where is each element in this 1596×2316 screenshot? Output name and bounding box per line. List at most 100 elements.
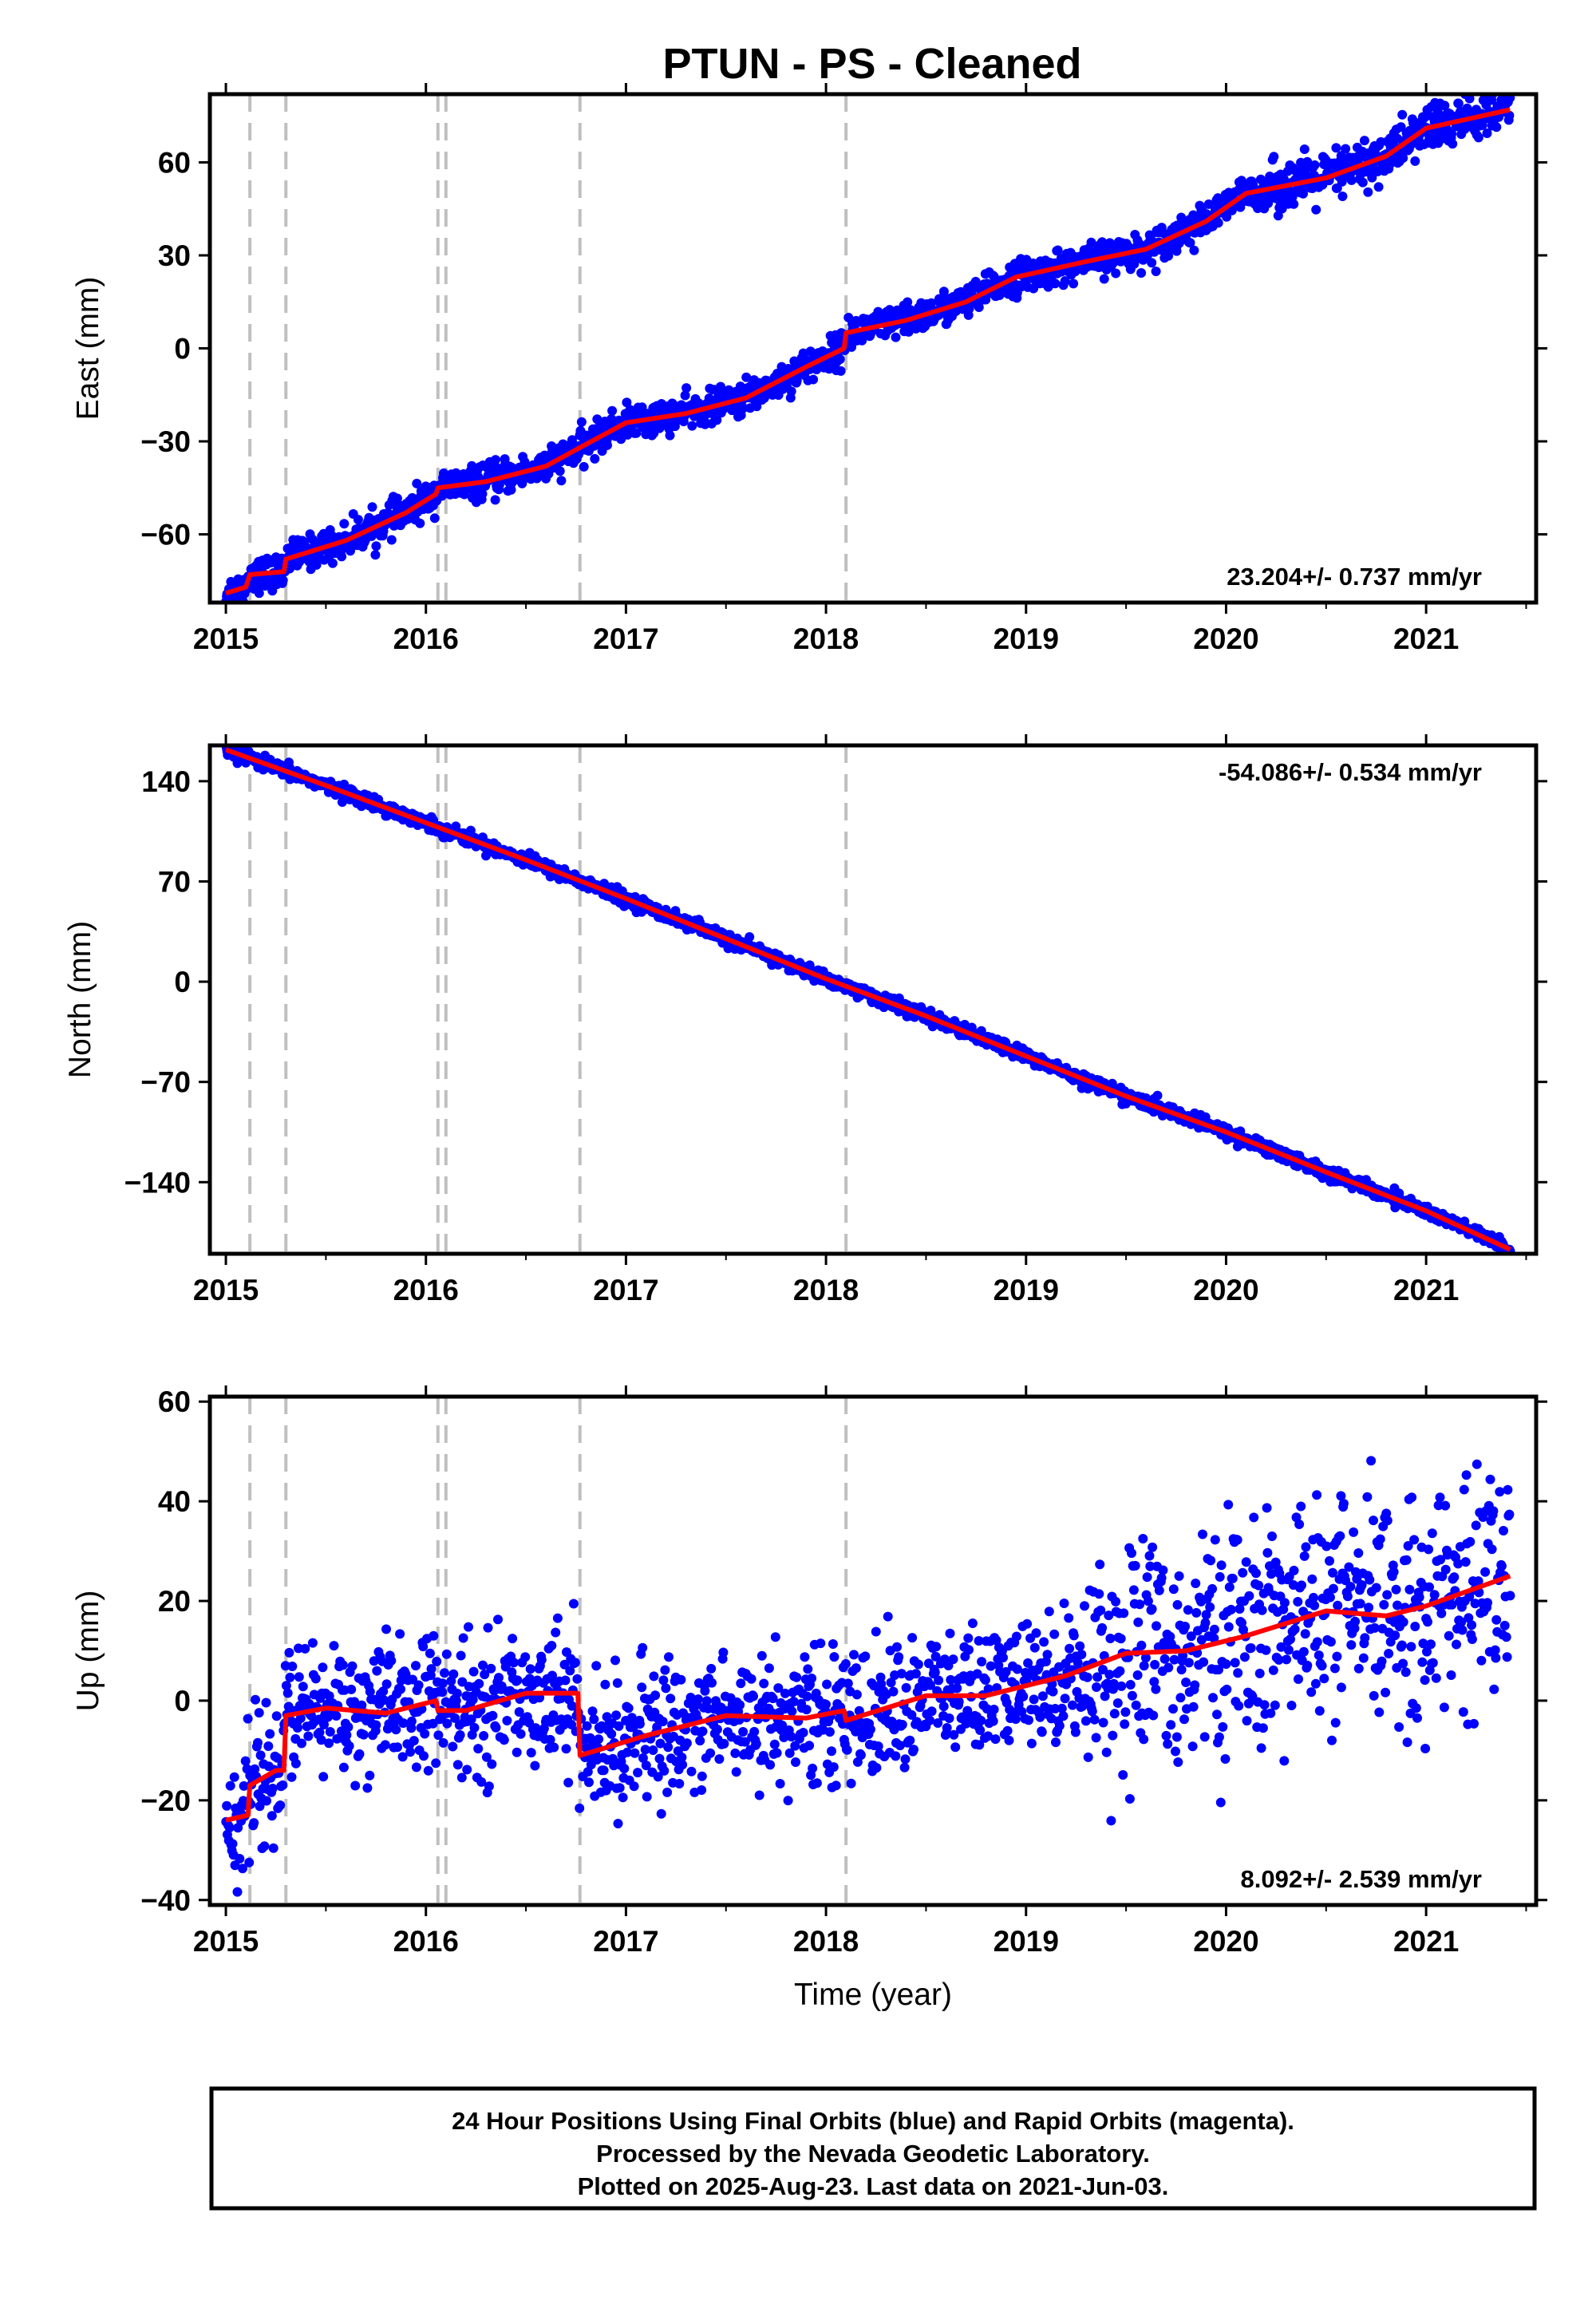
data-point [1367,172,1377,183]
data-point [567,1719,577,1729]
data-point [1185,238,1195,248]
data-point [775,1779,785,1788]
chart-title: PTUN - PS - Cleaned [662,40,1081,88]
data-point [530,1761,540,1771]
data-point [812,1778,822,1788]
data-point [584,1777,594,1788]
data-point [512,1675,523,1686]
data-point [1337,192,1348,201]
data-point [506,484,516,495]
data-point [357,1700,367,1710]
data-point [425,1648,435,1658]
data-point [749,1691,758,1701]
y-tick-label: −30 [140,425,191,458]
data-point [1373,182,1384,192]
data-point [488,1710,498,1721]
x-tick-label: 2017 [593,622,658,655]
data-point [701,1696,712,1706]
data-point [746,1674,757,1684]
data-point [638,1753,648,1763]
data-point [1298,188,1308,199]
data-point [1279,174,1289,184]
data-point [583,1767,593,1777]
data-point [802,1691,812,1701]
data-point [547,1670,557,1681]
data-point [1147,258,1157,268]
data-point [619,1764,630,1773]
data-point [824,1727,835,1737]
data-point [285,1672,295,1682]
data-point [871,1626,881,1637]
data-point [1482,128,1492,138]
data-point [1341,144,1351,154]
data-point [325,1727,335,1737]
data-point [1385,160,1395,170]
data-point [938,287,949,297]
data-point [350,1697,360,1707]
data-point [411,1661,421,1671]
data-point [433,1730,444,1741]
data-point [687,421,697,431]
data-point [318,1662,328,1673]
data-point [420,1729,430,1739]
data-point [582,1721,592,1731]
data-point [611,1710,622,1721]
data-point [654,1753,665,1764]
data-point [686,1766,697,1777]
data-point [656,1808,666,1819]
data-point [560,1675,571,1686]
data-point [413,1680,424,1690]
data-point [222,1800,232,1811]
x-tick-label: 2016 [393,1274,459,1306]
y-axis-label: North (mm) [63,921,97,1078]
data-point [772,1748,782,1758]
data-point [808,374,819,385]
data-point [676,1674,686,1685]
data-point [741,372,752,382]
x-axis: 2015 2016 2017 2018 2019 2020 2021 [193,734,1527,1306]
data-point [396,1684,405,1694]
data-point [491,1722,501,1733]
data-point [765,1760,776,1770]
data-point [664,1652,674,1662]
data-point [613,1819,623,1828]
data-point [370,550,381,560]
data-point [476,1777,487,1787]
data-point [468,1666,479,1677]
data-point [773,1683,784,1694]
data-point [860,1651,871,1662]
data-point [759,1678,769,1689]
data-point [391,1725,401,1735]
data-point [629,1781,639,1792]
data-point [1050,279,1061,289]
data-point [1398,153,1408,163]
data-point [712,415,722,425]
data-point [798,348,808,358]
data-point [865,1725,875,1734]
data-point [520,1652,531,1662]
data-point [418,1642,429,1652]
data-point [255,1750,266,1761]
data-point [798,1728,808,1737]
data-point [697,1771,707,1781]
data-point [849,1650,859,1660]
data-point [719,1738,729,1749]
data-point [754,1790,764,1800]
data-point [362,1783,373,1793]
data-point [780,1688,790,1698]
data-point [1171,246,1182,256]
data-point [640,1745,650,1755]
data-point [735,1700,745,1710]
x-tick-label: 2016 [393,622,459,655]
data-point [731,1767,741,1777]
data-point [265,1729,275,1739]
data-point [607,405,618,416]
data-point [783,1796,793,1806]
data-point [634,1719,645,1729]
data-point [602,1712,612,1722]
data-point [587,1706,598,1717]
data-point [749,1726,760,1737]
y-tick-label: 60 [158,146,191,179]
data-point [311,559,322,570]
